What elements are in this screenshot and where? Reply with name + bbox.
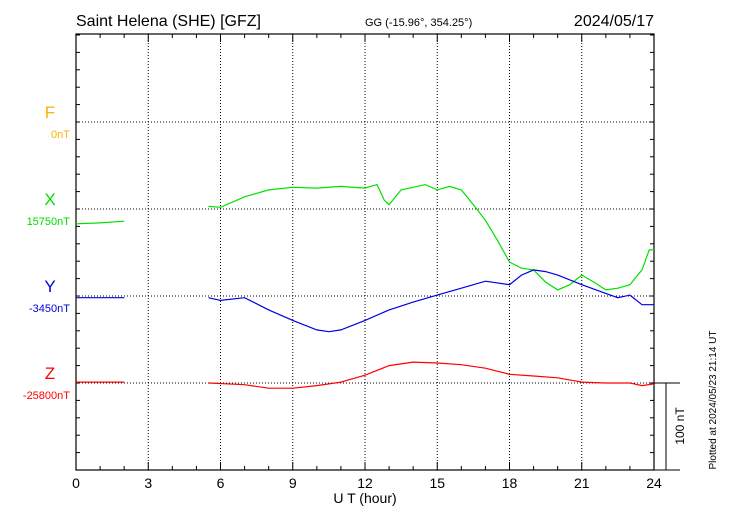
grid	[76, 34, 654, 470]
x-tick-label: 9	[289, 475, 297, 491]
station-title: Saint Helena (SHE) [GFZ]	[76, 13, 261, 30]
x-tick-label: 12	[357, 475, 373, 491]
axis-ticks: 0 3 6 9 12 15 18 21 24	[72, 34, 662, 491]
series-name-f: F	[45, 103, 55, 122]
series-name-x: X	[44, 190, 55, 209]
series-labels: F 0nT X 15750nT Y -3450nT Z -25800nT	[23, 103, 70, 402]
x-tick-label: 18	[502, 475, 518, 491]
series-baseline-x: 15750nT	[27, 216, 71, 228]
scale-label: 100 nT	[673, 407, 687, 445]
x-tick-label: 3	[144, 475, 152, 491]
series-baseline-z: -25800nT	[23, 390, 70, 402]
x-axis-label: U T (hour)	[333, 490, 396, 506]
plotted-timestamp: Plotted at 2024/05/23 21:14 UT	[708, 331, 719, 470]
series-name-z: Z	[45, 364, 55, 383]
series-baseline-f: 0nT	[51, 129, 70, 141]
date-label: 2024/05/17	[574, 13, 654, 30]
trace-x	[208, 183, 654, 291]
trace-z	[208, 361, 655, 389]
trace-x	[75, 220, 125, 225]
trace-y	[208, 269, 654, 333]
coordinates-label: GG (-15.96°, 354.25°)	[365, 17, 472, 29]
x-tick-label: 24	[646, 475, 662, 491]
x-tick-label: 15	[429, 475, 445, 491]
x-tick-label: 21	[574, 475, 590, 491]
plot-frame	[75, 33, 655, 471]
traces	[75, 183, 655, 389]
series-baseline-y: -3450nT	[29, 303, 70, 315]
series-name-y: Y	[44, 277, 55, 296]
x-tick-label: 0	[72, 475, 80, 491]
x-tick-label: 6	[217, 475, 225, 491]
